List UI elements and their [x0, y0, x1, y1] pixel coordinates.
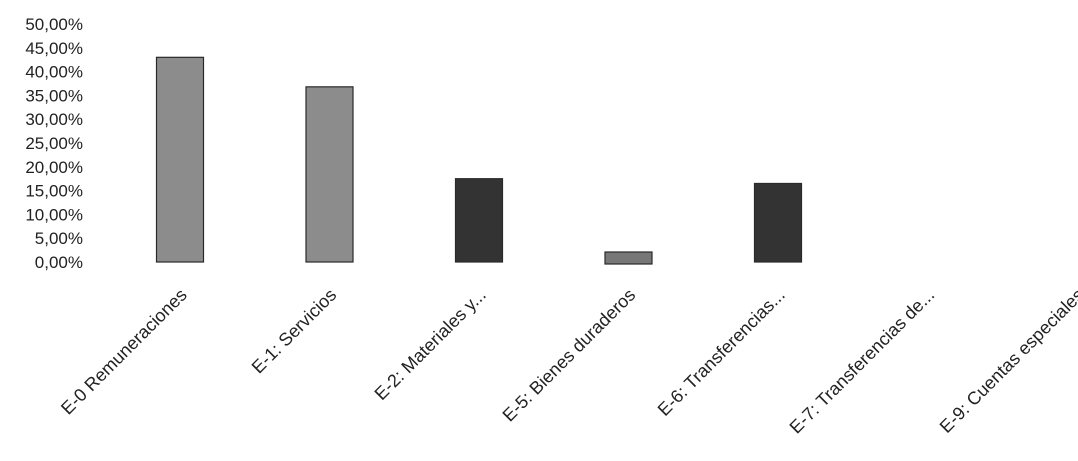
x-category-label: E-0 Remuneraciones — [57, 285, 191, 419]
y-tick-label: 10,00% — [25, 205, 83, 224]
y-tick-label: 5,00% — [35, 229, 83, 248]
y-tick-label: 0,00% — [35, 253, 83, 272]
y-tick-label: 50,00% — [25, 15, 83, 34]
x-category-label: E-9: Cuentas especiales — [936, 285, 1078, 437]
y-tick-label: 40,00% — [25, 63, 83, 82]
y-tick-label: 15,00% — [25, 182, 83, 201]
bar-2 — [454, 178, 504, 263]
y-tick-label: 35,00% — [25, 86, 83, 105]
y-tick-label: 25,00% — [25, 134, 83, 153]
y-axis-ticks: 0,00% 5,00% 10,00% 15,00% 20,00% 25,00% 30,00%… — [25, 15, 83, 272]
bar-0 — [155, 56, 205, 263]
y-tick-label: 20,00% — [25, 158, 83, 177]
x-axis-labels: E-0 Remuneraciones E-1: Servicios E-2: Mat… — [57, 285, 1078, 438]
bars — [155, 56, 803, 265]
bar-4 — [753, 182, 803, 263]
x-category-label: E-1: Servicios — [248, 285, 341, 378]
bar-1 — [305, 86, 354, 263]
y-tick-label: 30,00% — [25, 110, 83, 129]
y-tick-label: 45,00% — [25, 39, 83, 58]
x-category-label: E-2: Materiales y... — [371, 285, 490, 404]
x-category-label: E-5: Bienes duraderos — [499, 285, 640, 426]
x-category-label: E-7: Transferencias de... — [786, 285, 939, 438]
bar-3 — [604, 251, 653, 265]
x-category-label: E-6: Transferencias... — [654, 285, 789, 420]
